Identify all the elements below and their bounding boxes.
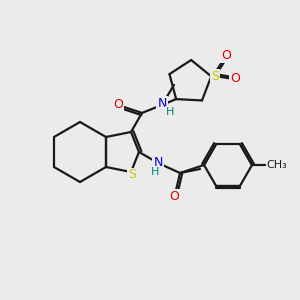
Text: H: H [151, 167, 159, 177]
Text: N: N [153, 155, 163, 169]
Text: S: S [211, 70, 219, 83]
Text: N: N [157, 98, 167, 110]
Text: O: O [169, 190, 179, 202]
Text: S: S [128, 169, 136, 182]
Text: CH₃: CH₃ [267, 160, 287, 170]
Text: O: O [113, 98, 123, 111]
Text: H: H [166, 107, 174, 117]
Text: O: O [230, 72, 240, 85]
Text: O: O [221, 49, 231, 62]
